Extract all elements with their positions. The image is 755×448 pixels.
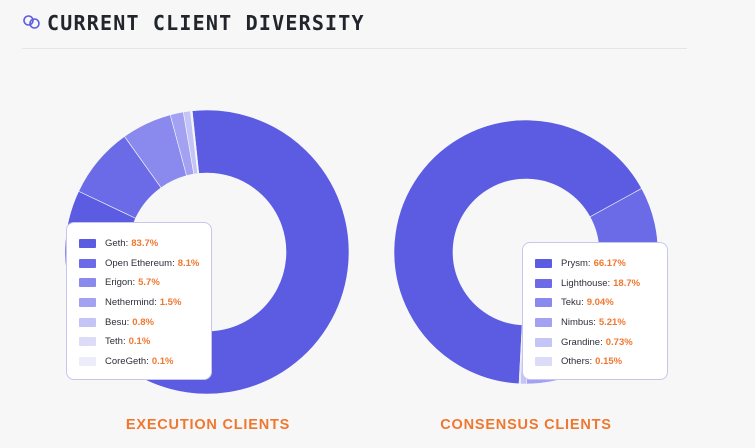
legend-value: 5.21% xyxy=(598,317,626,329)
legend-value: 0.1% xyxy=(128,336,151,348)
legend-value: 1.5% xyxy=(159,297,182,309)
legend-label: Lighthouse: xyxy=(561,277,611,289)
chain-link-icon xyxy=(23,15,40,29)
slice-coregeth[interactable] xyxy=(190,110,200,174)
legend-label: Prysm: xyxy=(561,258,591,270)
section-header: CURRENT CLIENT DIVERSITY xyxy=(22,10,687,49)
legend-swatch xyxy=(535,259,552,269)
legend-label: Others: xyxy=(561,356,593,368)
legend-label: CoreGeth: xyxy=(105,355,149,367)
legend-label: Nethermind: xyxy=(105,297,157,309)
legend-label: Grandine: xyxy=(561,336,603,348)
legend-value: 0.73% xyxy=(605,336,633,348)
legend-swatch xyxy=(79,317,96,327)
legend-item: Prysm: 66.17% xyxy=(535,254,655,274)
legend-item: Open Ethereum: 8.1% xyxy=(79,254,199,274)
legend-label: Teth: xyxy=(105,336,126,348)
legend-value: 5.7% xyxy=(138,277,160,289)
legend-item: Others: 0.15% xyxy=(535,352,655,372)
legend-swatch xyxy=(535,337,552,347)
legend-value: 18.7% xyxy=(613,277,641,289)
execution-clients-caption: EXECUTION CLIENTS xyxy=(125,417,291,433)
legend-item: Grandine: 0.73% xyxy=(535,332,655,352)
legend-item: Erigon: 5.7% xyxy=(79,273,199,293)
legend-label: Geth: xyxy=(105,238,129,250)
slice-prysm[interactable] xyxy=(393,119,643,385)
legend-item: Teth: 0.1% xyxy=(79,332,199,352)
legend-label: Erigon: xyxy=(105,277,136,289)
legend-item: Besu: 0.8% xyxy=(79,312,199,332)
legend-value: 8.1% xyxy=(177,257,200,269)
legend-item: Lighthouse: 18.7% xyxy=(535,274,655,294)
legend-label: Teku: xyxy=(561,297,584,309)
legend-value: 9.04% xyxy=(586,297,614,309)
legend-swatch xyxy=(79,278,96,288)
execution-legend: Geth: 83.7% Open Ethereum: 8.1% Erigon: 5.7% N… xyxy=(66,222,212,380)
legend-label: Nimbus: xyxy=(561,317,596,329)
legend-swatch xyxy=(535,278,552,288)
legend-swatch xyxy=(79,239,96,249)
legend-swatch xyxy=(535,298,552,308)
legend-value: 0.15% xyxy=(595,356,623,368)
legend-swatch xyxy=(79,258,96,268)
legend-value: 0.1% xyxy=(151,355,174,367)
consensus-clients-caption: CONSENSUS CLIENTS xyxy=(440,417,612,433)
legend-value: 0.8% xyxy=(132,316,154,328)
legend-swatch xyxy=(535,318,552,328)
legend-label: Besu: xyxy=(105,316,130,328)
legend-value: 66.17% xyxy=(593,258,626,270)
page-title: CURRENT CLIENT DIVERSITY xyxy=(47,11,365,35)
legend-swatch xyxy=(535,357,552,367)
legend-swatch xyxy=(79,298,96,308)
legend-item: Teku: 9.04% xyxy=(535,293,655,313)
consensus-legend: Prysm: 66.17% Lighthouse: 18.7% Teku: 9.04% Ni… xyxy=(522,242,668,380)
legend-swatch xyxy=(79,337,96,347)
legend-item: Nethermind: 1.5% xyxy=(79,293,199,313)
legend-label: Open Ethereum: xyxy=(105,257,175,269)
legend-item: Geth: 83.7% xyxy=(79,234,199,254)
legend-swatch xyxy=(79,356,96,366)
legend-item: Nimbus: 5.21% xyxy=(535,313,655,333)
legend-value: 83.7% xyxy=(131,238,159,250)
legend-item: CoreGeth: 0.1% xyxy=(79,352,199,372)
